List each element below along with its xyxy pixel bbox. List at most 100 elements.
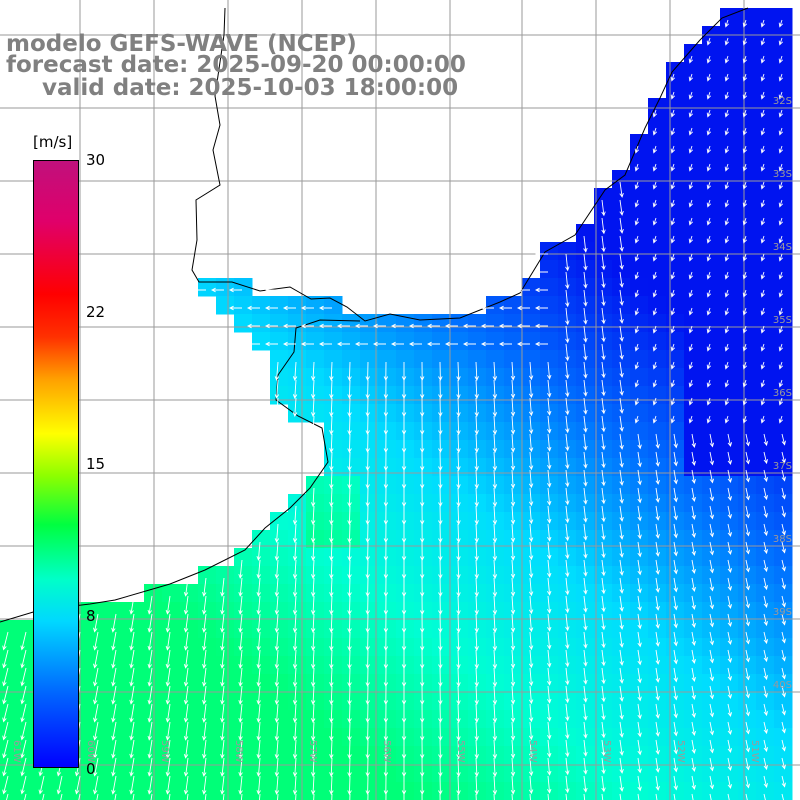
wind-cell [738, 620, 757, 639]
wind-arrow [347, 721, 352, 741]
valid-date: valid date: 2025-10-03 18:00:00 [42, 75, 459, 101]
wind-arrow [583, 415, 588, 433]
wind-cell [666, 422, 685, 441]
wind-arrow [760, 91, 766, 100]
wind-cell [0, 710, 19, 729]
wind-arrow [456, 523, 461, 543]
wind-cell [288, 710, 307, 729]
wind-arrow [528, 559, 534, 579]
wind-cell [126, 656, 145, 675]
wind-arrow [619, 685, 624, 702]
wind-arrow [274, 703, 280, 723]
wind-arrow [347, 415, 352, 435]
wind-arrow [329, 487, 334, 508]
wind-arrow [78, 793, 81, 800]
wind-cell [702, 350, 721, 369]
wind-arrow [601, 721, 606, 739]
wind-arrow [492, 397, 498, 417]
wind-arrow [510, 505, 516, 525]
wind-cell [162, 656, 181, 675]
wind-cell [774, 530, 793, 549]
wind-cell [630, 566, 649, 585]
wind-cell [450, 494, 469, 513]
wind-cell [702, 728, 721, 747]
wind-cell [630, 764, 649, 783]
wind-cell [468, 458, 487, 477]
wind-arrow [474, 739, 479, 760]
wind-arrow [688, 415, 694, 424]
wind-cell [774, 260, 793, 279]
wind-cell [774, 224, 793, 243]
wind-cell [720, 350, 739, 369]
wind-cell [594, 548, 613, 567]
wind-arrow [673, 451, 678, 467]
wind-cell [90, 764, 109, 783]
wind-cell [774, 170, 793, 189]
wind-arrow [688, 55, 694, 64]
wind-arrow [456, 541, 461, 561]
wind-arrow [492, 739, 498, 759]
wind-cell [0, 638, 19, 657]
wind-arrow [637, 577, 642, 594]
wind-cell [738, 224, 757, 243]
wind-cell [612, 512, 631, 531]
wind-cell [450, 512, 469, 531]
wind-cell [450, 692, 469, 711]
wind-cell [432, 350, 451, 369]
wind-cell [234, 728, 253, 747]
wind-cell [702, 188, 721, 207]
wind-cell [630, 368, 649, 387]
wind-cell [756, 566, 775, 585]
wind-arrow [456, 451, 461, 471]
wind-cell [216, 746, 235, 765]
wind-arrow [565, 721, 570, 740]
wind-arrow [781, 793, 784, 800]
wind-cell [720, 620, 739, 639]
wind-arrow [727, 541, 733, 555]
wind-arrow [310, 721, 316, 742]
wind-cell [720, 458, 739, 477]
wind-arrow [528, 361, 534, 381]
wind-arrow [745, 721, 751, 735]
wind-arrow [691, 757, 696, 772]
wind-arrow [256, 757, 261, 777]
wind-arrow [457, 793, 459, 800]
wind-arrow [691, 523, 696, 538]
wind-cell [468, 602, 487, 621]
wind-arrow [390, 323, 404, 329]
wind-arrow [565, 487, 570, 506]
wind-arrow [691, 505, 696, 520]
wind-cell [756, 206, 775, 225]
wind-arrow [516, 341, 530, 347]
wind-arrow [634, 199, 640, 208]
wind-cell [108, 656, 127, 675]
wind-cell [306, 566, 325, 585]
wind-arrow [778, 19, 784, 28]
wind-cell [144, 764, 163, 783]
wind-arrow [745, 523, 751, 537]
wind-arrow [760, 127, 766, 136]
wind-arrow [601, 379, 606, 397]
wind-cell [0, 620, 19, 639]
wind-arrow [474, 757, 479, 778]
wind-cell [684, 548, 703, 567]
wind-arrow [724, 37, 730, 46]
wind-arrow [583, 361, 588, 379]
wind-arrow [670, 109, 676, 118]
wind-arrow [38, 775, 45, 795]
wind-arrow [347, 487, 352, 507]
wind-cell [756, 692, 775, 711]
wind-cell [234, 620, 253, 639]
wind-arrow [706, 271, 712, 280]
wind-arrow [528, 739, 534, 759]
wind-cell [738, 602, 757, 621]
wind-cell [738, 152, 757, 171]
wind-arrow [673, 739, 678, 755]
wind-cell [630, 278, 649, 297]
wind-cell [198, 584, 217, 603]
wind-arrow [724, 271, 730, 280]
wind-cell [90, 728, 109, 747]
wind-cell [738, 530, 757, 549]
wind-arrow [763, 703, 768, 717]
wind-cell [774, 332, 793, 351]
